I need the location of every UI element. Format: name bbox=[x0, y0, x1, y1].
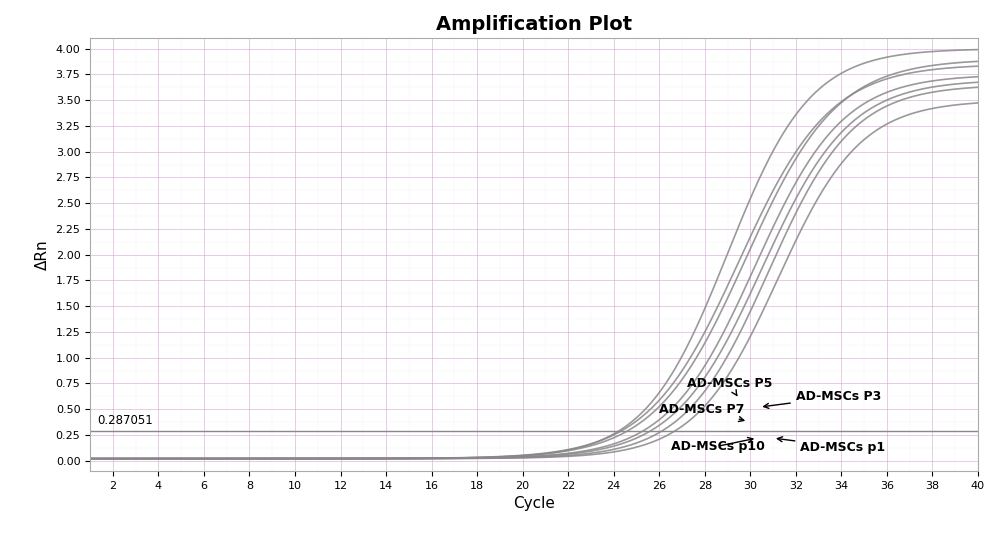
Text: AD-MSCs P3: AD-MSCs P3 bbox=[764, 390, 881, 408]
X-axis label: Cycle: Cycle bbox=[513, 496, 555, 511]
Title: Amplification Plot: Amplification Plot bbox=[436, 15, 632, 34]
Text: AD-MSCs P7: AD-MSCs P7 bbox=[659, 403, 745, 422]
Y-axis label: ΔRn: ΔRn bbox=[35, 240, 50, 270]
Text: AD-MSCs P5: AD-MSCs P5 bbox=[687, 377, 772, 395]
Text: AD-MSCs p10: AD-MSCs p10 bbox=[671, 438, 765, 453]
Text: AD-MSCs p1: AD-MSCs p1 bbox=[777, 437, 886, 454]
Text: 0.287051: 0.287051 bbox=[97, 414, 153, 427]
